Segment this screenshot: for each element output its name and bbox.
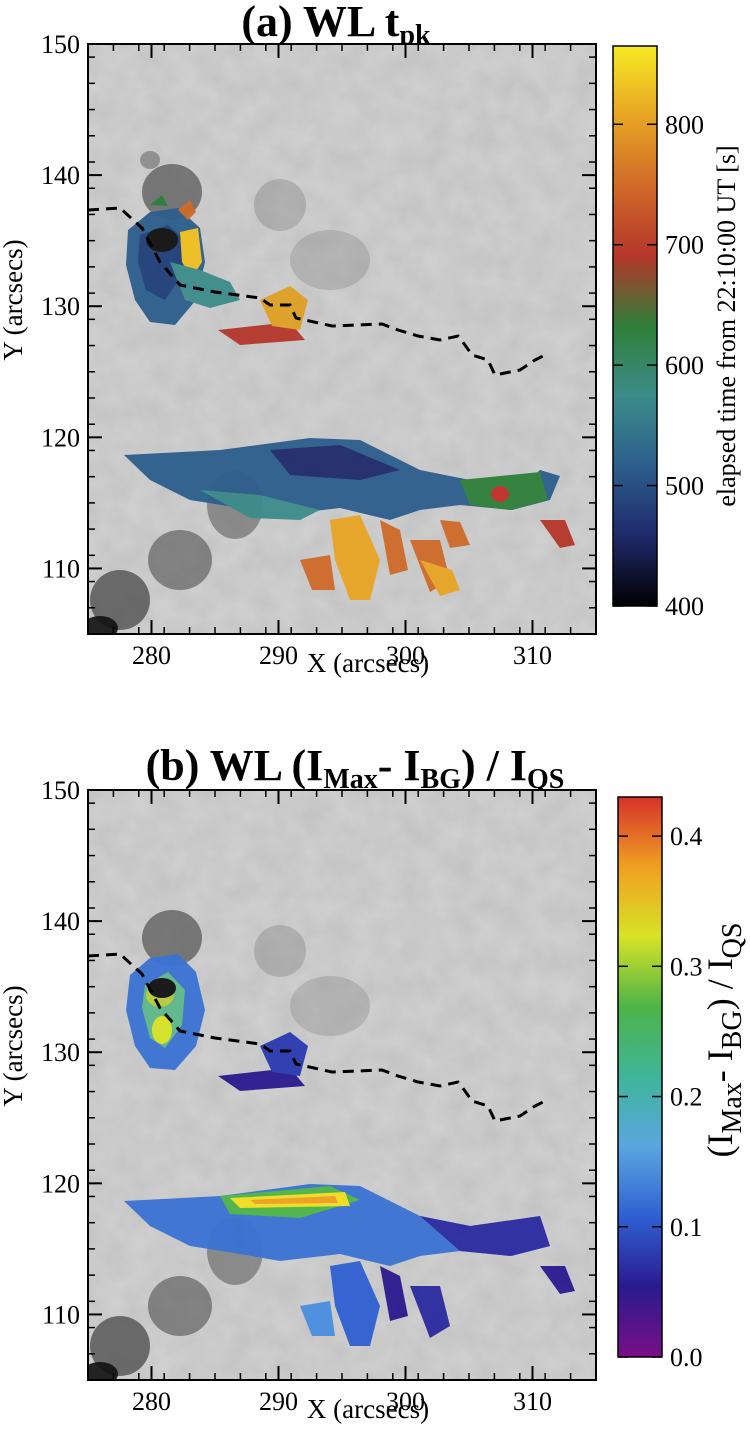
panel-b-axes: 280 290 300 310 110 120 130 140 150 xyxy=(41,776,597,1416)
colorbar-tick-label: 0.3 xyxy=(670,952,703,981)
colorbar-tick-label: 0.2 xyxy=(670,1083,703,1112)
x-tick-label: 280 xyxy=(132,641,171,670)
x-tick-label: 300 xyxy=(386,1387,425,1416)
panel-a-colorbar-label: elapsed time from 22:10:00 UT [s] xyxy=(712,145,741,506)
colorbar-tick-label: 700 xyxy=(665,231,704,260)
panel-a-xlabel: X (arcsecs) xyxy=(307,648,429,678)
y-tick-label: 130 xyxy=(41,292,80,321)
y-tick-label: 130 xyxy=(41,1038,80,1067)
y-tick-label: 110 xyxy=(42,1300,80,1329)
x-tick-label: 310 xyxy=(513,1387,552,1416)
colorbar-tick-label: 800 xyxy=(665,110,704,139)
x-tick-label: 280 xyxy=(132,1387,171,1416)
x-tick-label: 300 xyxy=(386,641,425,670)
colorbar-tick-label: 400 xyxy=(665,592,704,621)
panel-a: (a) WL tpk xyxy=(0,0,741,678)
y-tick-label: 120 xyxy=(41,1169,80,1198)
panel-b-emission xyxy=(124,954,575,1346)
panel-b-colorbar-label: (IMax- IBG) / IQS xyxy=(700,923,748,1158)
colorbar-tick-label: 0.0 xyxy=(670,1343,703,1372)
y-tick-label: 110 xyxy=(42,554,80,583)
colorbar-tick-label: 0.1 xyxy=(670,1213,703,1242)
x-tick-label: 290 xyxy=(259,1387,298,1416)
panel-a-title: (a) WL tpk xyxy=(241,0,431,51)
panel-a-ylabel: Y (arcsecs) xyxy=(0,239,28,360)
panel-b-colorbar xyxy=(617,796,663,1358)
colorbar-tick-label: 500 xyxy=(665,472,704,501)
panel-a-colorbar xyxy=(612,45,658,607)
colorbar-tick-label: 600 xyxy=(665,351,704,380)
panel-b: (b) WL (IMax- IBG) / IQS xyxy=(0,741,748,1424)
y-tick-label: 140 xyxy=(41,907,80,936)
colorbar-tick-label: 0.4 xyxy=(670,822,703,851)
panel-b-image xyxy=(88,790,596,1380)
y-tick-label: 120 xyxy=(41,423,80,452)
panel-a-image xyxy=(88,44,596,634)
panel-b-ylabel: Y (arcsecs) xyxy=(0,985,28,1106)
y-tick-label: 140 xyxy=(41,161,80,190)
panel-b-title: (b) WL (IMax- IBG) / IQS xyxy=(146,741,565,795)
y-tick-label: 150 xyxy=(41,30,80,59)
panel-b-colorbar-ticks: 0.0 0.1 0.2 0.3 0.4 xyxy=(618,822,703,1372)
panel-b-xlabel: X (arcsecs) xyxy=(307,1394,429,1424)
panel-a-axes: 280 290 300 310 110 120 130 140 150 xyxy=(41,30,597,670)
x-tick-label: 290 xyxy=(259,641,298,670)
y-tick-label: 150 xyxy=(41,776,80,805)
panel-a-colorbar-ticks: 400 500 600 700 800 xyxy=(613,110,704,621)
x-tick-label: 310 xyxy=(513,641,552,670)
panel-a-emission xyxy=(124,195,575,600)
